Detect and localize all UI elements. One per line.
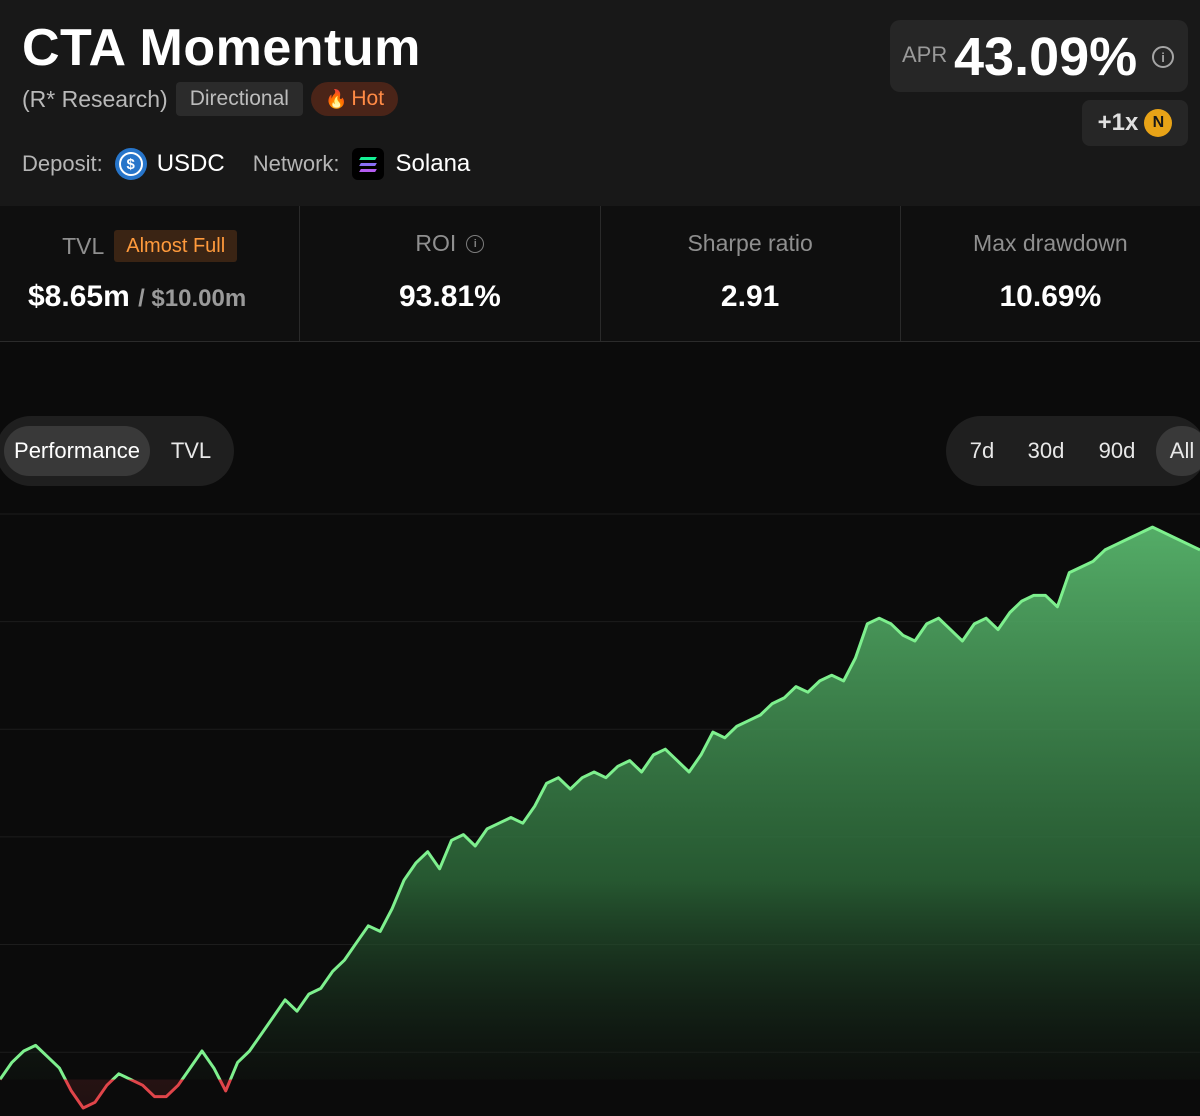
tag-hot: 🔥 Hot xyxy=(310,82,399,116)
network-name: Solana xyxy=(395,150,471,177)
range-all[interactable]: All xyxy=(1156,426,1200,476)
strategy-meta: (R* Research) Directional 🔥 Hot xyxy=(22,82,399,116)
stat-tvl-label: TVL xyxy=(62,232,105,259)
stat-drawdown: Max drawdown 10.69% xyxy=(901,206,1200,341)
range-90d[interactable]: 90d xyxy=(1098,438,1136,463)
stat-tvl-cap: / $10.00m xyxy=(138,285,247,312)
flame-icon: 🔥 xyxy=(324,89,348,109)
stat-sharpe: Sharpe ratio 2.91 xyxy=(601,206,901,341)
stat-sharpe-label: Sharpe ratio xyxy=(687,230,813,256)
stat-roi-label: ROI xyxy=(415,230,457,256)
stat-drawdown-label: Max drawdown xyxy=(973,230,1128,256)
stat-roi-value: 93.81% xyxy=(399,280,501,313)
tab-tvl[interactable]: TVL xyxy=(170,438,212,463)
usdc-icon: $ xyxy=(114,148,147,180)
performance-chart xyxy=(0,513,1200,1110)
deposit-row: Deposit: $ USDC Network: Solana xyxy=(22,148,470,180)
solana-icon xyxy=(351,148,384,180)
boost-label: +1x xyxy=(1097,109,1139,136)
stats-bar: TVL Almost Full $8.65m / $10.00m ROI i 9… xyxy=(0,206,1200,342)
range-7d[interactable]: 7d xyxy=(969,438,995,463)
stat-tvl-value: $8.65m xyxy=(28,280,130,313)
info-icon[interactable]: i xyxy=(1152,46,1174,68)
apr-card: APR 43.09% i xyxy=(890,20,1188,92)
stat-sharpe-value: 2.91 xyxy=(720,280,780,313)
tag-hot-label: Hot xyxy=(351,87,385,110)
range-30d[interactable]: 30d xyxy=(1027,438,1065,463)
author-label: (R* Research) xyxy=(22,85,168,112)
apr-label: APR xyxy=(902,42,948,67)
performance-area xyxy=(0,527,1200,1080)
stat-roi: ROI i 93.81% xyxy=(300,206,601,341)
deposit-token: USDC xyxy=(156,150,225,177)
range-selector: 7d 30d 90d All xyxy=(946,416,1200,486)
stat-drawdown-value: 10.69% xyxy=(999,280,1102,313)
tab-performance[interactable]: Performance xyxy=(4,426,150,476)
boost-badge[interactable]: +1x N xyxy=(1082,100,1188,146)
network-label: Network: xyxy=(252,151,340,176)
roi-info-icon[interactable]: i xyxy=(466,234,485,253)
chart-tab-group: Performance TVL xyxy=(0,416,234,486)
performance-line xyxy=(0,525,1200,1080)
tag-directional: Directional xyxy=(175,82,303,116)
apr-value: 43.09% xyxy=(954,27,1138,87)
page-title: CTA Momentum xyxy=(22,19,421,77)
almost-full-badge: Almost Full xyxy=(114,230,238,262)
boost-token-icon: N xyxy=(1144,109,1173,137)
deposit-label: Deposit: xyxy=(22,151,103,176)
strategy-header: CTA Momentum (R* Research) Directional 🔥… xyxy=(0,0,1200,206)
stat-tvl: TVL Almost Full $8.65m / $10.00m xyxy=(0,206,301,341)
